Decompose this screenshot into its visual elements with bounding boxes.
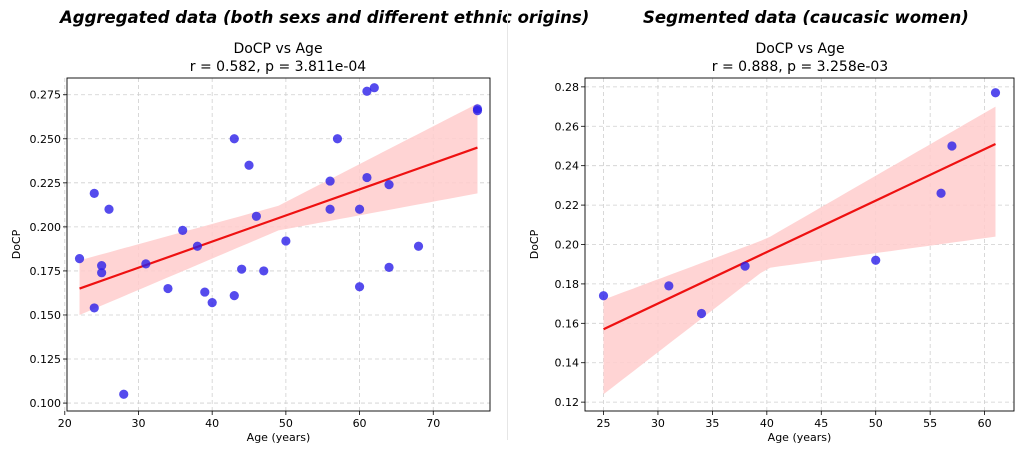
data-point [192, 241, 203, 251]
chart-segmented: DoCP vs Age r = 0.888, p = 3.258e-03 25 30 3… [528, 41, 1015, 444]
y-tick-label: 0.275 [30, 89, 62, 102]
grid [64, 78, 490, 411]
x-tick-label: 30 [131, 417, 145, 430]
data-points [598, 88, 1001, 319]
data-point [947, 141, 957, 151]
data-point [871, 255, 881, 265]
regression-line [79, 146, 478, 290]
data-point [119, 389, 129, 399]
y-tick-label: 0.22 [555, 199, 580, 212]
x-tick-label: 50 [279, 417, 293, 430]
data-point [237, 264, 247, 274]
data-point [332, 134, 343, 144]
data-point [200, 287, 210, 297]
confidence-band [603, 106, 996, 395]
section-heading: Aggregated data (both sexs and different… [60, 8, 590, 27]
confidence-band [79, 103, 478, 315]
data-point [384, 262, 394, 273]
y-tick-label: 0.200 [30, 221, 62, 234]
data-point [89, 188, 99, 199]
chart-subtitle: r = 0.582, p = 3.811e-04 [190, 59, 367, 75]
regression-line [603, 143, 996, 331]
x-tick-label: 40 [205, 417, 219, 430]
data-point [104, 204, 114, 214]
x-tick-label: 20 [58, 417, 72, 430]
data-point [178, 225, 188, 236]
section-heading: Segmented data (caucasic women) [643, 8, 969, 27]
x-tick-label: 40 [760, 417, 774, 430]
y-tick-label: 0.125 [30, 353, 62, 366]
panel-aggregated: Aggregated data (both sexs and different… [0, 0, 589, 452]
plot-frame [66, 77, 491, 412]
y-tick-label: 0.175 [30, 265, 62, 278]
y-tick-label: 0.26 [555, 120, 580, 133]
data-point [664, 281, 674, 291]
data-point [229, 134, 239, 144]
data-point [384, 179, 394, 190]
panel-segmented: Segmented data (caucasic women) DoCP vs … [510, 0, 1024, 452]
x-tick-label: 35 [705, 417, 719, 430]
data-points [74, 83, 483, 399]
chart-title: DoCP vs Age [755, 41, 844, 57]
x-tick-label: 45 [814, 417, 828, 430]
x-axis-label: Age (years) [247, 431, 311, 444]
y-axis-label: DoCP [10, 229, 23, 259]
data-point [362, 86, 372, 96]
y-tick-label: 0.225 [30, 177, 62, 190]
data-point [163, 283, 173, 294]
y-tick-label: 0.14 [555, 357, 580, 370]
data-point [141, 259, 151, 269]
panel-divider [507, 10, 508, 440]
data-point [97, 261, 107, 271]
data-point [369, 83, 379, 93]
data-point [696, 308, 707, 319]
y-tick-label: 0.100 [30, 397, 62, 410]
x-tick-label: 50 [869, 417, 883, 430]
data-point [281, 236, 291, 246]
data-point [362, 172, 372, 183]
data-point [936, 188, 946, 198]
data-point [244, 160, 254, 170]
y-tick-label: 0.150 [30, 309, 62, 322]
data-point [990, 88, 1001, 98]
data-point [325, 176, 335, 186]
x-tick-label: 25 [597, 417, 611, 430]
x-tick-label: 30 [651, 417, 665, 430]
y-tick-label: 0.24 [555, 160, 580, 173]
data-point [325, 204, 335, 214]
y-axis-label: DoCP [528, 229, 541, 259]
y-tick-label: 0.250 [30, 133, 62, 146]
data-point [97, 268, 107, 278]
data-point [472, 105, 483, 116]
x-tick-label: 55 [923, 417, 937, 430]
x-tick-label: 60 [978, 417, 992, 430]
data-point [259, 266, 269, 276]
data-point [74, 253, 85, 264]
chart-aggregated: DoCP vs Age r = 0.582, p = 3.811e-04 20 30 4… [10, 41, 491, 444]
y-tick-label: 0.20 [555, 239, 580, 252]
data-point [229, 290, 239, 301]
chart-title: DoCP vs Age [233, 41, 322, 57]
y-tick-label: 0.12 [555, 396, 580, 409]
y-tick-label: 0.16 [555, 317, 580, 330]
data-point [207, 298, 217, 308]
data-point [89, 303, 99, 313]
x-tick-label: 60 [353, 417, 367, 430]
data-point [413, 241, 424, 251]
y-tick-label: 0.18 [555, 278, 580, 291]
data-point [251, 211, 261, 221]
data-point [598, 291, 609, 301]
x-tick-label: 70 [426, 417, 440, 430]
data-point [354, 204, 365, 214]
y-tick-label: 0.28 [555, 81, 580, 94]
data-point [740, 261, 750, 271]
x-axis-label: Age (years) [768, 431, 832, 444]
data-point [354, 282, 365, 292]
chart-subtitle: r = 0.888, p = 3.258e-03 [712, 59, 888, 75]
